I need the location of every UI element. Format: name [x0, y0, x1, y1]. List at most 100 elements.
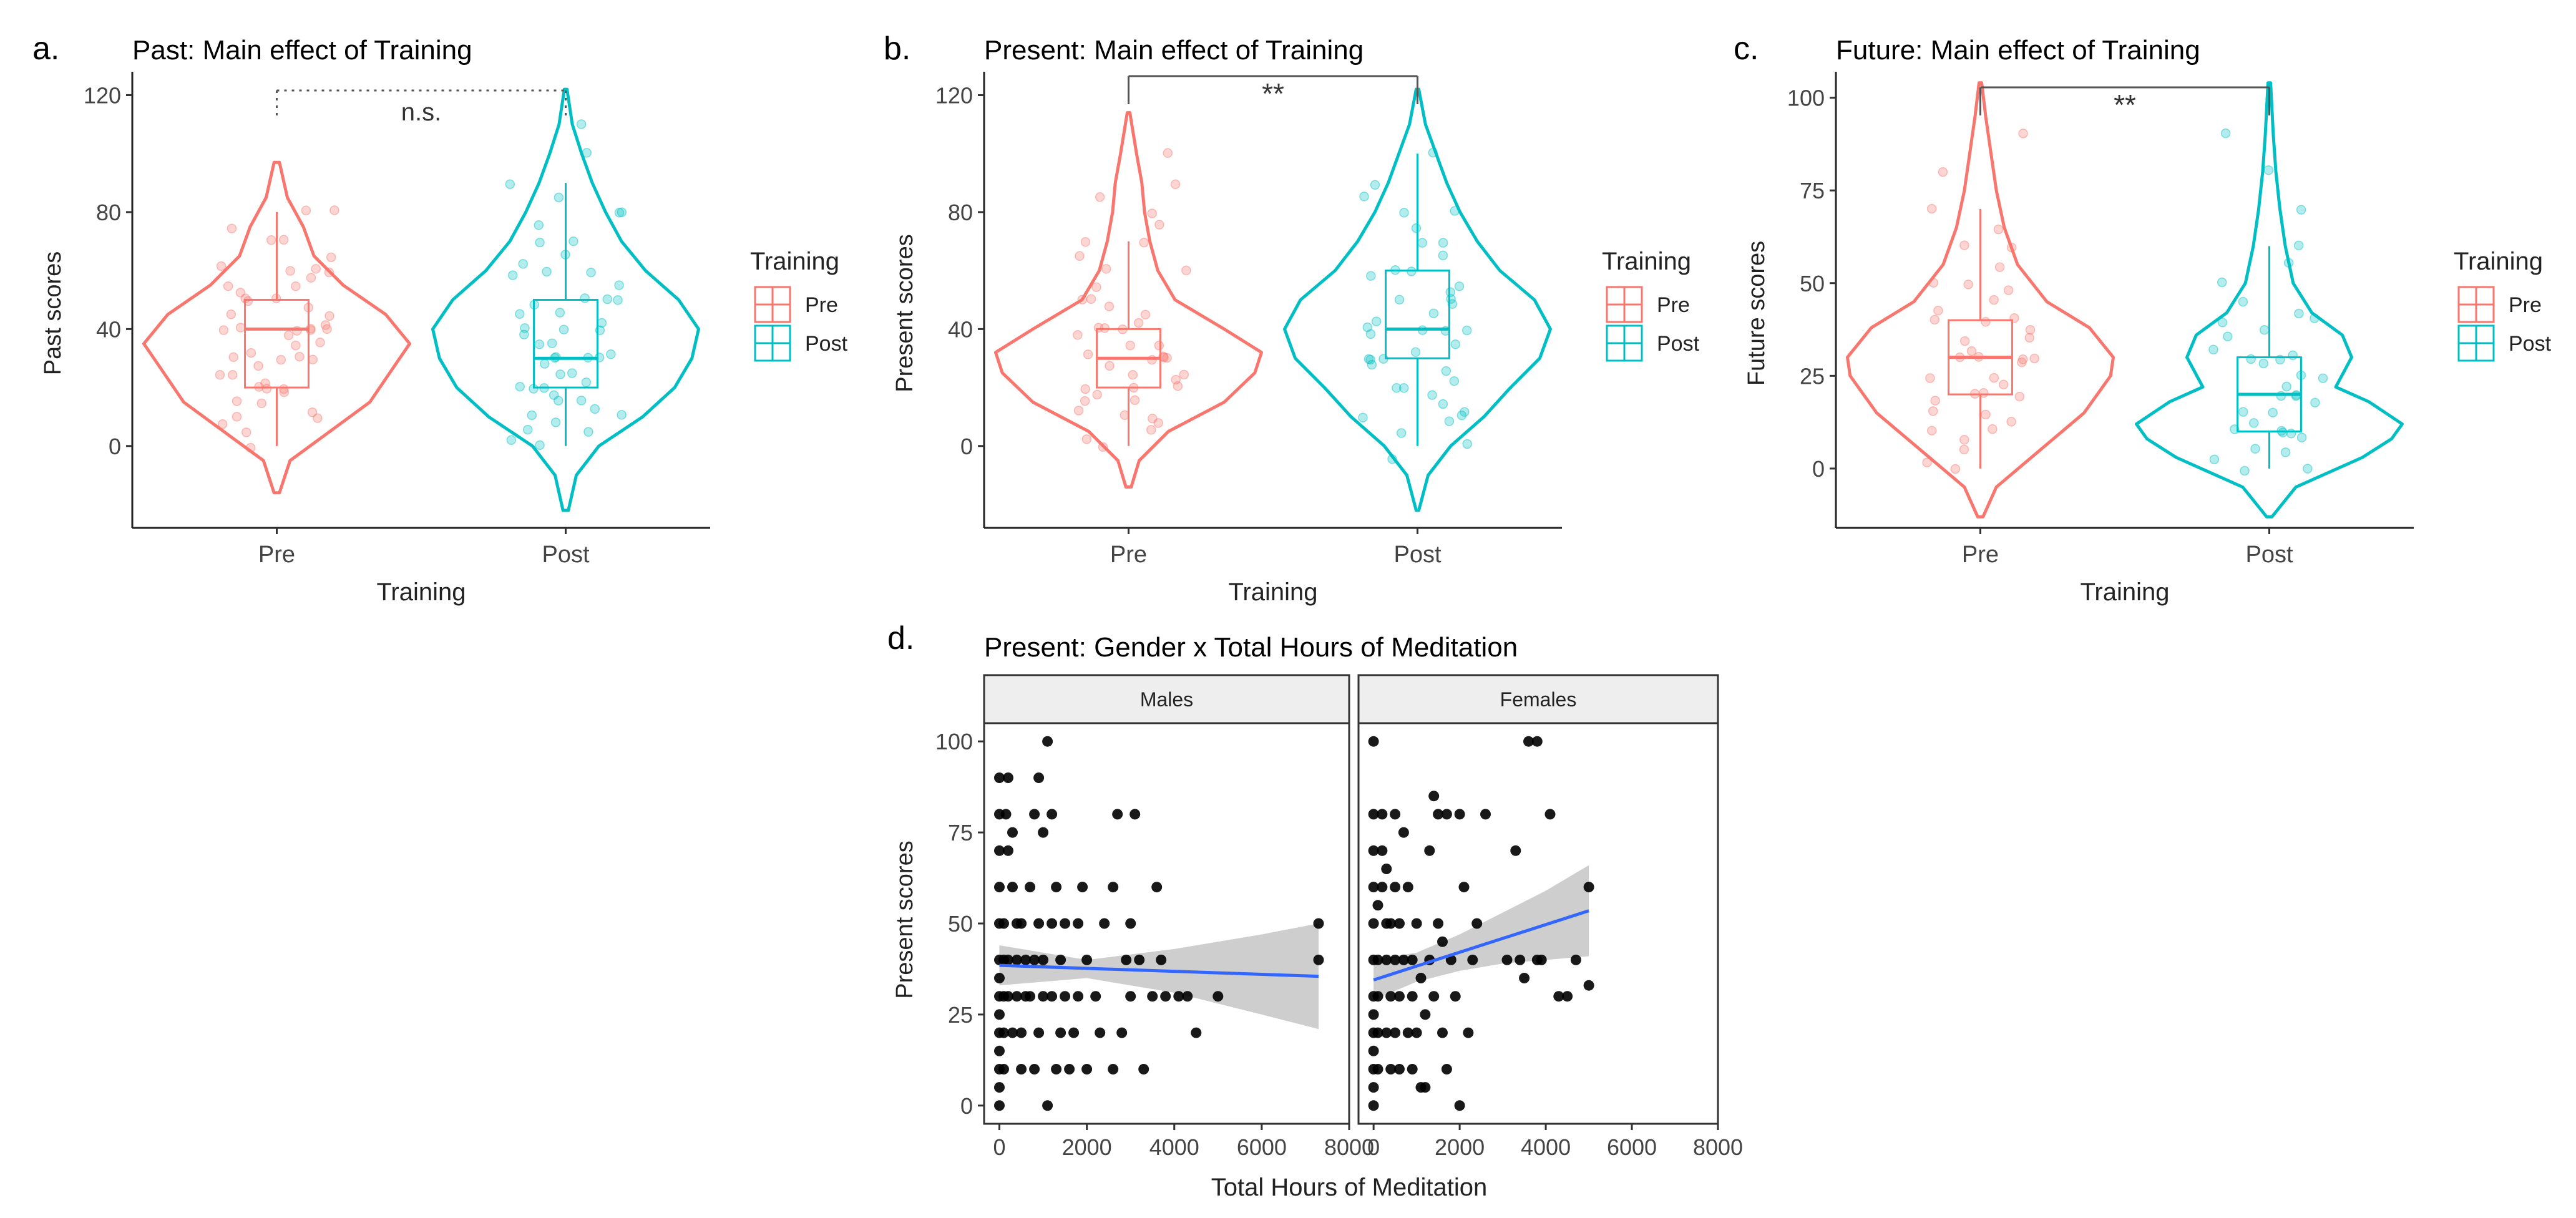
panel-d-point-females — [1394, 1064, 1405, 1074]
panel-a-point-pre — [241, 427, 251, 437]
panel-a-point-post — [582, 148, 592, 158]
panel-a-point-post — [535, 237, 545, 248]
panel-b-point-pre — [1081, 434, 1092, 444]
panel-d-point-males — [1038, 954, 1049, 965]
panel-a-point-pre — [291, 281, 301, 291]
panel-d-title: Present: Gender x Total Hours of Meditat… — [984, 632, 1518, 663]
panel-a-point-pre — [308, 354, 318, 364]
panel-d-point-females — [1381, 864, 1392, 874]
panel-b-point-pre — [1073, 330, 1083, 340]
panel-b-point-pre — [1171, 374, 1181, 385]
panel-d-point-females — [1372, 954, 1383, 965]
panel-a-point-pre — [260, 378, 270, 388]
panel-d-fit-line-males — [999, 963, 1319, 978]
panel-d-point-females — [1428, 991, 1440, 1002]
panel-d-point-females — [1381, 1027, 1392, 1038]
panel-b-point-pre — [1153, 418, 1163, 428]
panel-b-box-post — [1385, 270, 1450, 359]
panel-c-point-pre — [1963, 280, 1973, 290]
panel-b-point-pre — [1083, 349, 1093, 359]
panel-a-violin-pre — [142, 160, 411, 495]
panel-a-point-post — [505, 179, 515, 189]
panel-b-point-post — [1387, 454, 1397, 464]
panel-d-point-females — [1368, 845, 1379, 856]
panel-c-point-post — [2259, 324, 2270, 335]
panel-b-point-pre — [1179, 369, 1189, 380]
panel-a-point-pre — [285, 266, 295, 276]
panel-d-confidence-band-males — [999, 923, 1319, 1030]
panel-a-point-post — [527, 410, 537, 421]
panel-a-point-post — [515, 309, 525, 319]
panel-d-point-males — [998, 1064, 1009, 1074]
panel-d-y-tick-label: 50 — [948, 911, 973, 937]
panel-d-point-males — [1134, 954, 1145, 965]
panel-c-point-pre — [2006, 417, 2016, 427]
panel-d-point-males — [1121, 954, 1132, 965]
panel-a-point-pre — [324, 311, 334, 321]
panel-c-point-pre — [1930, 396, 1940, 406]
panel-a-point-post — [540, 359, 550, 369]
panel-c-y-tick-label: 25 — [1800, 363, 1825, 389]
panel-b-point-post — [1370, 180, 1380, 190]
panel-d-x-tick-label: 8000 — [1693, 1134, 1743, 1160]
panel-d-point-males — [1029, 1064, 1040, 1074]
panel-a-point-pre — [291, 340, 301, 351]
panel-d-x-tick-label: 2000 — [1435, 1134, 1485, 1160]
panel-b-point-post — [1371, 316, 1382, 326]
panel-d-point-males — [994, 1082, 1005, 1093]
panel-d-point-males — [1033, 772, 1045, 783]
panel-c-point-pre — [1922, 457, 1932, 468]
panel-c-point-post — [2246, 354, 2256, 364]
panel-d-x-tick-label: 4000 — [1521, 1134, 1571, 1160]
panel-a-point-pre — [261, 384, 272, 394]
panel-b-point-post — [1428, 308, 1439, 318]
panel-c-point-post — [2217, 277, 2227, 288]
panel-a-point-pre — [228, 352, 238, 363]
panel-d-point-males — [1025, 991, 1036, 1002]
panel-d-point-males — [1099, 918, 1110, 929]
panel-d-point-females — [1368, 882, 1379, 893]
panel-d-point-males — [1151, 882, 1163, 893]
panel-c-x-tick-label: Post — [2245, 542, 2293, 568]
panel-b-point-pre — [1080, 384, 1090, 394]
panel-c-point-post — [2250, 444, 2260, 454]
panel-a-point-post — [568, 236, 578, 246]
panel-a-point-pre — [307, 407, 318, 417]
panel-d-x-tick-label: 8000 — [1324, 1134, 1374, 1160]
panel-d-point-males — [994, 772, 1005, 783]
panel-d-point-males — [1012, 954, 1022, 965]
panel-c-point-post — [2280, 447, 2291, 457]
panel-c-point-post — [2238, 407, 2248, 417]
panel-c-point-post — [2286, 428, 2296, 439]
panel-b-point-post — [1367, 359, 1377, 370]
panel-c-point-post — [2209, 454, 2220, 465]
panel-a-point-post — [515, 381, 525, 392]
panel-a-point-post — [554, 192, 564, 203]
panel-c-letter: c. — [1734, 31, 1759, 67]
panel-c-point-post — [2263, 165, 2274, 175]
panel-b-point-post — [1456, 410, 1467, 421]
panel-c-point-pre — [2029, 353, 2039, 364]
panel-d-point-males — [994, 1100, 1005, 1111]
panel-c-point-post — [2294, 308, 2304, 319]
panel-a-point-pre — [246, 348, 256, 358]
panel-b-point-post — [1358, 412, 1368, 422]
panel-a-point-pre — [217, 419, 228, 429]
panel-b-point-pre — [1080, 396, 1090, 406]
panel-a-point-pre — [295, 351, 305, 362]
panel-d-point-females — [1480, 809, 1491, 820]
panel-d-point-females — [1377, 845, 1388, 856]
panel-a-point-pre — [253, 361, 263, 371]
panel-a-point-pre — [232, 412, 242, 422]
panel-b-point-post — [1444, 416, 1455, 426]
panel-c-xlabel: Training — [2080, 578, 2169, 606]
panel-d-point-males — [1051, 882, 1062, 893]
panel-d-point-females — [1372, 900, 1383, 911]
panel-d-x-tick-label: 4000 — [1149, 1134, 1199, 1160]
panel-c-point-pre — [2017, 354, 2028, 364]
panel-b-point-post — [1438, 250, 1448, 261]
panel-c-y-tick-label: 0 — [1812, 456, 1825, 482]
panel-c-point-post — [2278, 427, 2288, 437]
panel-d-point-males — [1007, 827, 1018, 838]
panel-a-point-pre — [315, 338, 325, 348]
